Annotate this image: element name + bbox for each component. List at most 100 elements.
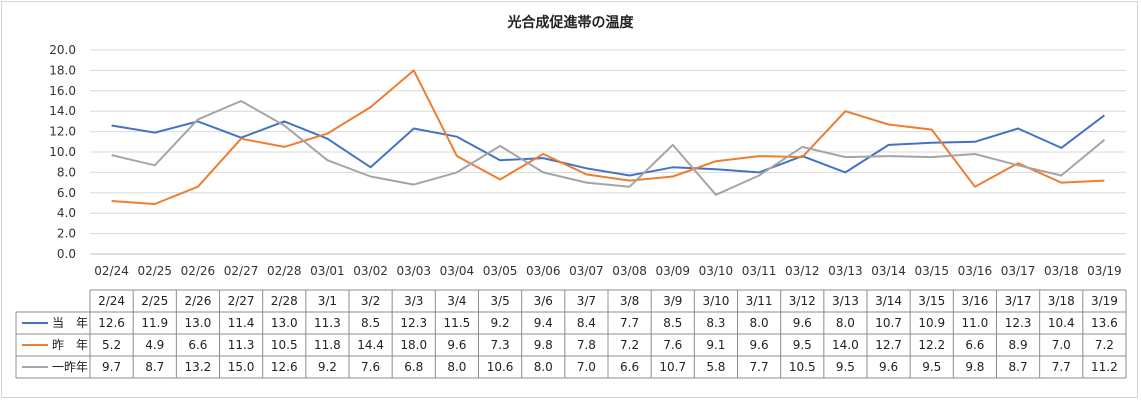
x-tick-label: 03/15	[914, 264, 949, 278]
x-tick-label: 03/06	[526, 264, 561, 278]
table-header-cell: 3/14	[875, 294, 902, 308]
table-value-cell: 4.9	[145, 338, 164, 352]
x-tick-label: 03/03	[396, 264, 431, 278]
table-value-cell: 14.0	[832, 338, 859, 352]
legend-label-3: 一昨年	[52, 360, 88, 374]
table-value-cell: 10.7	[659, 360, 686, 374]
series-line-1	[111, 114, 1106, 177]
table-header-cell: 3/13	[832, 294, 859, 308]
table-header-cell: 3/3	[404, 294, 423, 308]
table-header-cell: 3/9	[663, 294, 682, 308]
y-tick-label: 16.0	[49, 84, 76, 98]
x-tick-label: 03/16	[958, 264, 993, 278]
table-value-cell: 7.6	[361, 360, 380, 374]
table-value-cell: 9.8	[965, 360, 984, 374]
table-header-cell: 3/15	[918, 294, 945, 308]
y-tick-label: 6.0	[57, 186, 76, 200]
table-value-cell: 12.2	[918, 338, 945, 352]
table-value-cell: 10.4	[1048, 316, 1075, 330]
table-value-cell: 9.6	[447, 338, 466, 352]
table-header-cell: 3/8	[620, 294, 639, 308]
x-tick-label: 03/04	[440, 264, 475, 278]
y-tick-label: 8.0	[57, 165, 76, 179]
table-value-cell: 7.8	[577, 338, 596, 352]
y-tick-label: 2.0	[57, 227, 76, 241]
table-header-cell: 2/25	[141, 294, 168, 308]
table-value-cell: 11.9	[141, 316, 168, 330]
table-value-cell: 8.0	[836, 316, 855, 330]
y-tick-label: 18.0	[49, 63, 76, 77]
table-value-cell: 14.4	[357, 338, 384, 352]
x-tick-label: 02/25	[137, 264, 172, 278]
table-value-cell: 8.7	[145, 360, 164, 374]
x-tick-label: 02/27	[224, 264, 259, 278]
table-value-cell: 5.8	[706, 360, 725, 374]
table-value-cell: 7.0	[577, 360, 596, 374]
table-value-cell: 9.8	[534, 338, 553, 352]
table-header-cell: 3/5	[490, 294, 509, 308]
x-tick-label: 02/24	[94, 264, 129, 278]
table-value-cell: 9.5	[836, 360, 855, 374]
table-value-cell: 5.2	[102, 338, 121, 352]
table-value-cell: 10.7	[875, 316, 902, 330]
table-value-cell: 13.2	[185, 360, 212, 374]
table-value-cell: 6.6	[965, 338, 984, 352]
table-value-cell: 8.7	[1009, 360, 1028, 374]
table-value-cell: 9.2	[318, 360, 337, 374]
table-value-cell: 11.5	[444, 316, 471, 330]
table-value-cell: 15.0	[228, 360, 255, 374]
y-tick-label: 0.0	[57, 247, 76, 261]
x-tick-label: 03/10	[699, 264, 734, 278]
table-value-cell: 10.5	[789, 360, 816, 374]
table-header-cell: 3/6	[534, 294, 553, 308]
table-header-cell: 3/7	[577, 294, 596, 308]
table-header-cell: 3/16	[961, 294, 988, 308]
y-tick-label: 10.0	[49, 145, 76, 159]
table-value-cell: 11.3	[228, 338, 255, 352]
legend-label-2: 昨 年	[52, 338, 88, 352]
table-header-cell: 3/18	[1048, 294, 1075, 308]
table-header-cell: 3/2	[361, 294, 380, 308]
table-value-cell: 7.0	[1052, 338, 1071, 352]
table-value-cell: 9.5	[922, 360, 941, 374]
table-value-cell: 7.3	[491, 338, 510, 352]
table-value-cell: 9.2	[491, 316, 510, 330]
table-value-cell: 8.0	[534, 360, 553, 374]
table-value-cell: 12.6	[98, 316, 125, 330]
x-tick-label: 03/13	[828, 264, 863, 278]
table-header-cell: 3/11	[746, 294, 773, 308]
x-tick-label: 03/02	[353, 264, 388, 278]
table-value-cell: 9.6	[750, 338, 769, 352]
table-value-cell: 7.2	[620, 338, 639, 352]
y-tick-label: 14.0	[49, 104, 76, 118]
table-header-cell: 3/4	[447, 294, 466, 308]
table-value-cell: 8.3	[706, 316, 725, 330]
x-tick-label: 03/09	[655, 264, 690, 278]
series-line-2	[111, 69, 1105, 205]
x-tick-label: 03/18	[1044, 264, 1079, 278]
table-value-cell: 8.5	[361, 316, 380, 330]
y-tick-label: 20.0	[49, 43, 76, 57]
x-tick-label: 03/14	[871, 264, 906, 278]
table-value-cell: 6.8	[404, 360, 423, 374]
x-tick-label: 03/05	[483, 264, 518, 278]
table-value-cell: 9.6	[879, 360, 898, 374]
table-header-cell: 3/1	[318, 294, 337, 308]
x-tick-label: 03/01	[310, 264, 345, 278]
x-tick-label: 02/28	[267, 264, 302, 278]
table-header-cell: 3/10	[702, 294, 729, 308]
table-value-cell: 8.9	[1009, 338, 1028, 352]
table-header-cell: 3/19	[1091, 294, 1118, 308]
table-value-cell: 12.3	[400, 316, 427, 330]
table-value-cell: 9.1	[706, 338, 725, 352]
table-value-cell: 7.7	[750, 360, 769, 374]
table-value-cell: 9.7	[102, 360, 121, 374]
table-value-cell: 11.3	[314, 316, 341, 330]
table-value-cell: 8.5	[663, 316, 682, 330]
x-tick-label: 03/08	[612, 264, 647, 278]
table-value-cell: 13.0	[271, 316, 298, 330]
legend-label-1: 当 年	[52, 316, 88, 330]
table-value-cell: 11.2	[1091, 360, 1118, 374]
